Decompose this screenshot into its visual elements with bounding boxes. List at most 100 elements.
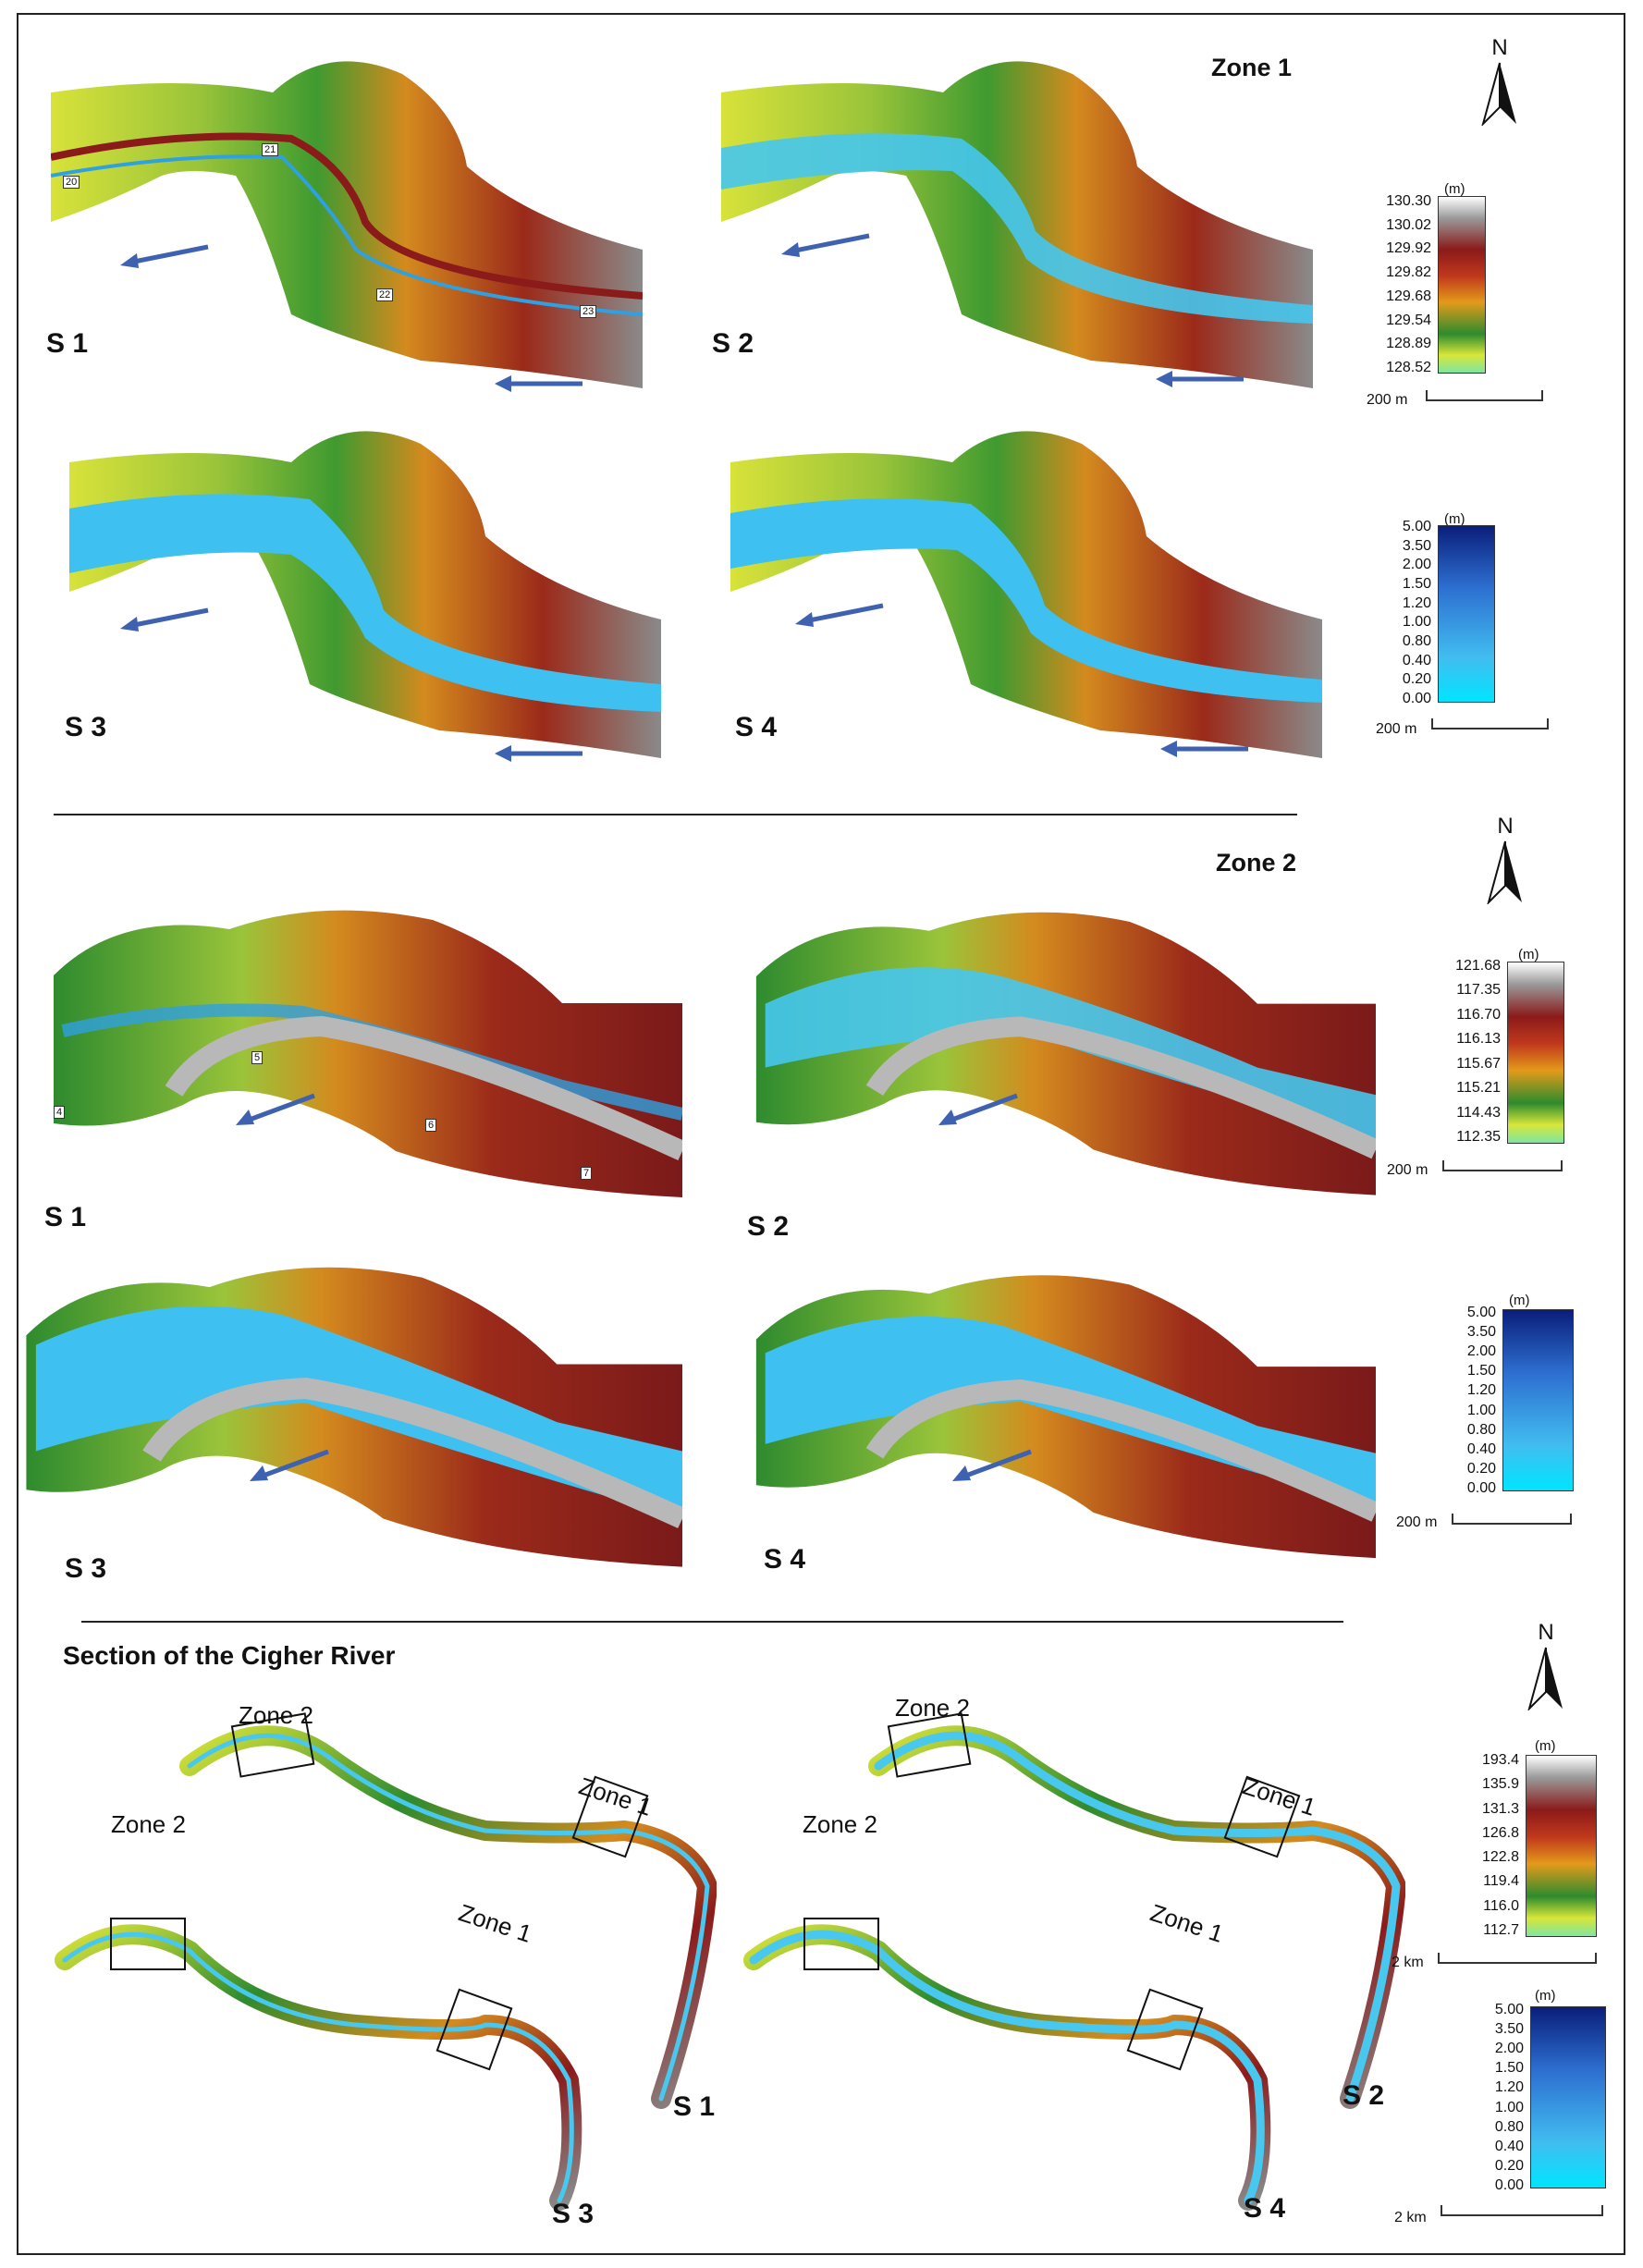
legend-tick-label: 129.82 <box>1386 264 1431 281</box>
zone2-depth-scalebar <box>1452 1514 1572 1525</box>
legend-tick-label: 5.00 <box>1494 2002 1524 2017</box>
elev-legend-unit: (m) <box>1535 1738 1556 1754</box>
legend-tick-label: 1.20 <box>1494 2079 1524 2096</box>
section-label-s3: S 3 <box>552 2199 595 2229</box>
legend-tick-label: 3.50 <box>1494 2021 1524 2038</box>
north-arrow-icon <box>1481 62 1516 126</box>
zone2-map-s1 <box>44 892 682 1197</box>
north-label: N <box>1491 35 1508 60</box>
legend-tick-label: 116.70 <box>1456 1006 1501 1023</box>
section-label-s4: S 4 <box>1244 2193 1286 2224</box>
legend-tick-label: 135.9 <box>1481 1776 1519 1793</box>
zone-box-label: Zone 2 <box>239 1701 313 1729</box>
legend-tick-label: 1.50 <box>1466 1363 1496 1379</box>
cross-section-label: 20 <box>63 176 80 189</box>
legend-tick-label: 0.40 <box>1494 2138 1524 2154</box>
divider <box>54 814 1297 815</box>
zone1-scale-label: 200 m <box>1367 392 1408 408</box>
legend-tick-label: 0.80 <box>1494 2118 1524 2135</box>
zone1-depth-colorbar <box>1438 525 1495 703</box>
zone1-label-s4: S 4 <box>735 712 778 742</box>
flow-arrow-icon <box>1156 371 1244 387</box>
flow-arrow-icon <box>938 1093 1018 1125</box>
legend-tick-label: 0.20 <box>1466 1460 1496 1477</box>
legend-tick-label: 0.20 <box>1402 671 1431 688</box>
legend-tick-label: 122.8 <box>1481 1849 1519 1866</box>
flow-arrow-icon <box>120 607 209 631</box>
legend-tick-label: 129.68 <box>1386 288 1431 304</box>
section-elevation-colorbar <box>1526 1755 1597 1937</box>
cross-section-label: 4 <box>54 1106 66 1119</box>
zone2-title: Zone 2 <box>1216 849 1297 877</box>
zone1-map-s2 <box>712 37 1322 388</box>
zone2-label-s1: S 1 <box>44 1202 87 1232</box>
depth-legend-unit: (m) <box>1509 1293 1530 1308</box>
cross-section-label: 7 <box>581 1167 593 1180</box>
legend-tick-label: 0.40 <box>1402 652 1431 668</box>
legend-tick-label: 0.80 <box>1466 1421 1496 1438</box>
legend-tick-label: 1.50 <box>1494 2060 1524 2077</box>
flow-arrow-icon <box>1160 741 1248 757</box>
legend-tick-label: 128.89 <box>1386 336 1431 352</box>
elev-legend-unit: (m) <box>1518 947 1539 962</box>
zone1-label-s3: S 3 <box>65 712 107 742</box>
zone1-scalebar <box>1426 390 1543 401</box>
legend-tick-label: 2.00 <box>1402 557 1431 573</box>
legend-tick-label: 126.8 <box>1481 1824 1519 1841</box>
legend-tick-label: 112.7 <box>1483 1922 1519 1938</box>
zone1-title: Zone 1 <box>1211 54 1293 81</box>
flow-arrow-icon <box>236 1093 315 1125</box>
legend-tick-label: 0.80 <box>1402 633 1431 649</box>
figure-frame <box>17 13 1625 2255</box>
zone2-scale-label: 200 m <box>1387 1162 1428 1178</box>
legend-tick-label: 116.0 <box>1483 1897 1519 1914</box>
legend-tick-label: 128.52 <box>1386 360 1431 375</box>
zone1-label-s1: S 1 <box>46 328 89 359</box>
cross-section-label: 5 <box>251 1051 264 1064</box>
zone2-map-s4 <box>747 1244 1376 1572</box>
legend-tick-label: 116.13 <box>1456 1031 1501 1048</box>
flow-arrow-icon <box>795 603 884 627</box>
section-label-s1: S 1 <box>673 2091 716 2122</box>
cross-section-label: 23 <box>580 305 597 318</box>
zone2-label-s2: S 2 <box>747 1211 790 1242</box>
legend-tick-label: 193.4 <box>1481 1752 1519 1768</box>
north-arrow-icon <box>1487 840 1522 904</box>
legend-tick-label: 114.43 <box>1456 1104 1501 1121</box>
elev-legend-unit: (m) <box>1444 181 1465 197</box>
depth-legend-unit: (m) <box>1444 511 1465 527</box>
zone1-map-s3 <box>51 407 680 758</box>
legend-tick-label: 129.54 <box>1386 312 1431 328</box>
legend-tick-label: 3.50 <box>1466 1324 1496 1341</box>
zone2-label-s3: S 3 <box>65 1553 107 1584</box>
legend-tick-label: 129.92 <box>1386 240 1431 257</box>
section-map-s2-s4 <box>740 1683 1405 2219</box>
legend-tick-label: 1.20 <box>1466 1382 1496 1399</box>
legend-tick-label: 1.00 <box>1494 2099 1524 2115</box>
zone-box-label: Zone 2 <box>895 1694 970 1722</box>
section-scale-label: 2 km <box>1392 1955 1424 1970</box>
zone2-map-s2 <box>747 892 1376 1197</box>
zone1-depth-scalebar <box>1431 718 1549 729</box>
legend-tick-label: 2.00 <box>1466 1343 1496 1360</box>
legend-tick-label: 112.35 <box>1456 1129 1501 1145</box>
legend-tick-label: 0.00 <box>1494 2177 1524 2193</box>
divider <box>81 1621 1343 1623</box>
legend-tick-label: 130.02 <box>1386 216 1431 233</box>
section-depth-scalebar <box>1441 2205 1603 2216</box>
section-title: Section of the Cigher River <box>63 1641 396 1670</box>
legend-tick-label: 130.30 <box>1386 193 1431 209</box>
legend-tick-label: 119.4 <box>1483 1873 1519 1890</box>
zone2-map-s3 <box>17 1244 682 1572</box>
zone1-map-s4 <box>721 407 1331 758</box>
legend-tick-label: 1.00 <box>1466 1402 1496 1418</box>
legend-tick-label: 2.00 <box>1494 2041 1524 2057</box>
flow-arrow-icon <box>250 1449 329 1481</box>
zone-box-label: Zone 2 <box>111 1810 186 1838</box>
legend-tick-label: 5.00 <box>1402 519 1431 534</box>
zone2-elevation-colorbar <box>1507 962 1564 1144</box>
legend-tick-label: 115.67 <box>1456 1055 1501 1072</box>
depth-legend-unit: (m) <box>1535 1988 1556 2004</box>
legend-tick-label: 121.68 <box>1455 958 1501 974</box>
legend-tick-label: 0.40 <box>1466 1440 1496 1457</box>
